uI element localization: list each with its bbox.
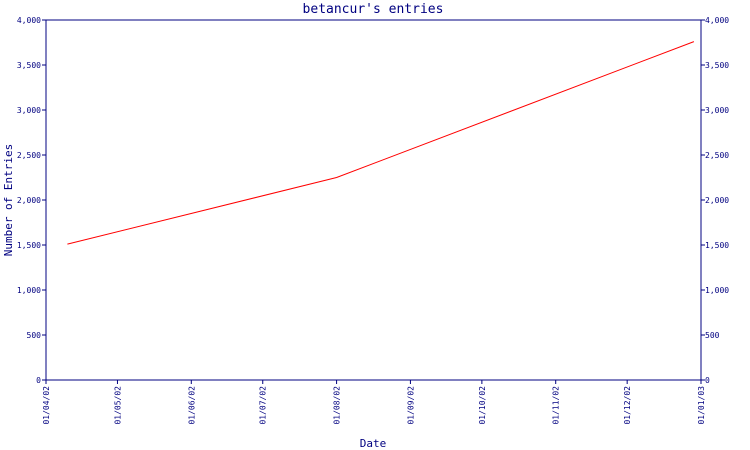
x-tick-label: 01/05/02: [113, 386, 122, 425]
y-tick-label-left: 500: [27, 331, 42, 340]
x-tick-label: 01/04/02: [42, 386, 51, 425]
x-tick-label: 01/01/03: [697, 386, 706, 425]
y-tick-label-left: 2,500: [17, 151, 41, 160]
x-tick-label: 01/10/02: [478, 386, 487, 425]
series-group: [67, 41, 695, 245]
x-tick-label: 01/12/02: [623, 386, 632, 425]
y-tick-label-right: 3,000: [705, 106, 729, 115]
y-tick-label-left: 3,000: [17, 106, 41, 115]
y-tick-label-right: 4,000: [705, 16, 729, 25]
y-tick-label-right: 2,500: [705, 151, 729, 160]
y-tick-label-right: 1,000: [705, 286, 729, 295]
y-tick-label-right: 0: [705, 376, 710, 385]
x-tick-label: 01/11/02: [552, 386, 561, 425]
x-tick-label: 01/07/02: [259, 386, 268, 425]
y-axis-label: Number of Entries: [2, 144, 15, 257]
y-tick-label-right: 2,000: [705, 196, 729, 205]
y-tick-label-left: 1,500: [17, 241, 41, 250]
y-tick-label-left: 0: [36, 376, 41, 385]
x-tick-label: 01/06/02: [187, 386, 196, 425]
y-tick-label-left: 1,000: [17, 286, 41, 295]
x-axis-ticks: 01/04/02 01/05/02 01/06/02 01/07/02 01/08/02…: [42, 380, 706, 425]
y-axis-ticks: 0 0 500 500 1,000 1,000 1,500 1,500 2,000 2,000 2,…: [17, 16, 729, 385]
y-tick-label-left: 3,500: [17, 61, 41, 70]
y-tick-label-right: 1,500: [705, 241, 729, 250]
y-tick-label-right: 3,500: [705, 61, 729, 70]
y-tick-label-right: 500: [705, 331, 720, 340]
y-tick-label-left: 4,000: [17, 16, 41, 25]
chart-title: betancur's entries: [303, 2, 444, 17]
x-tick-label: 01/08/02: [333, 386, 342, 425]
series-line-0: [67, 41, 695, 245]
x-axis-label: Date: [360, 437, 387, 450]
x-tick-label: 01/09/02: [406, 386, 415, 425]
y-tick-label-left: 2,000: [17, 196, 41, 205]
